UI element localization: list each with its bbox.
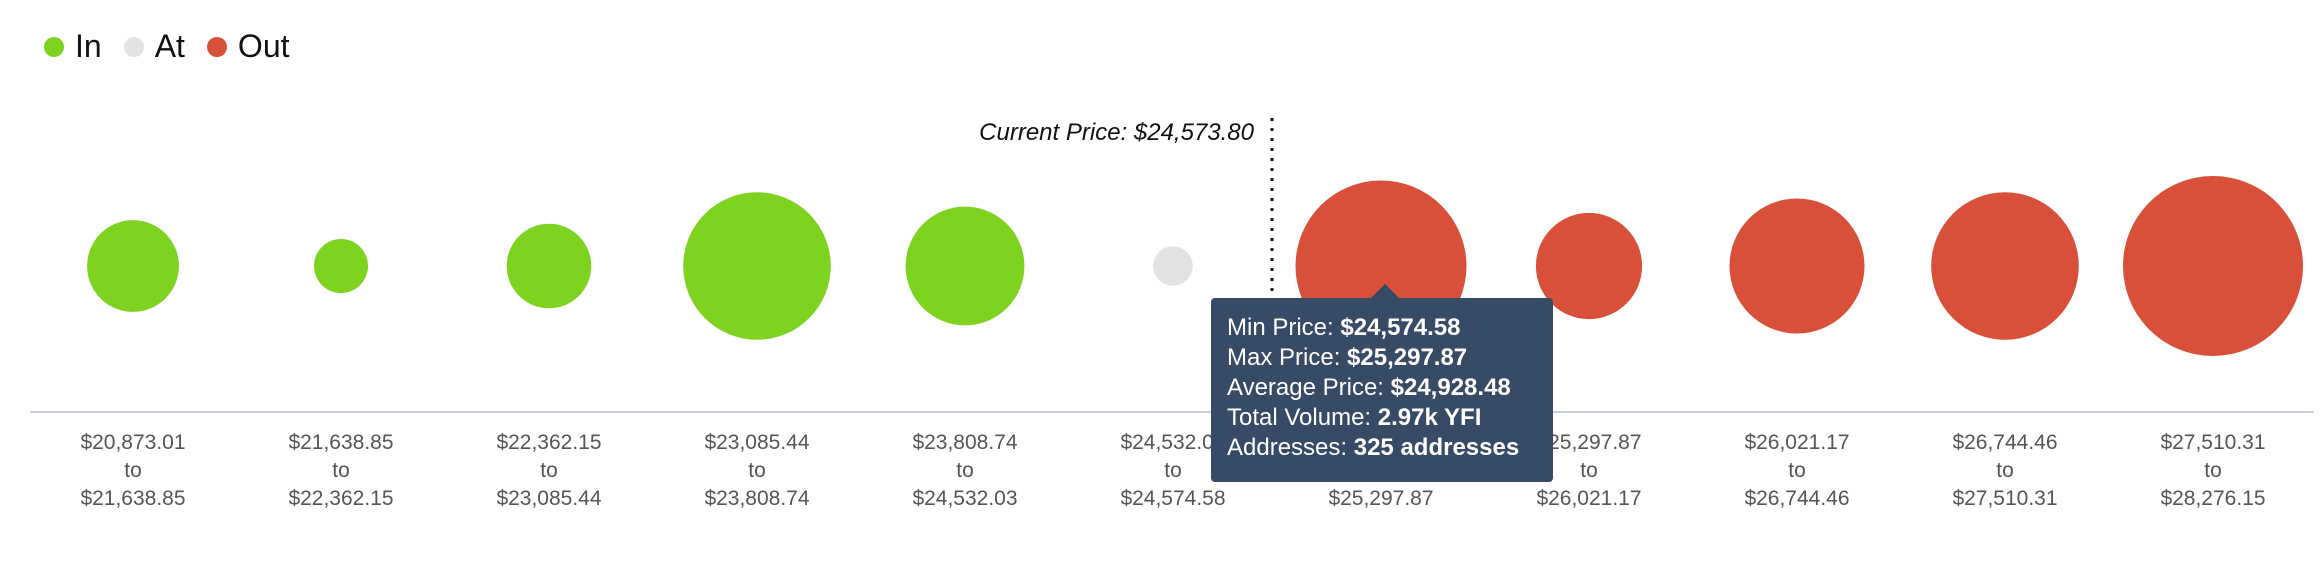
bubbles-group: [87, 176, 2303, 356]
tick-label-to: $27,510.31: [1952, 487, 2057, 510]
tick-labels-group: $20,873.01 to $21,638.85 $21,638.85 to $22,36…: [80, 431, 2265, 510]
tick-label-to: $26,021.17: [1536, 487, 1641, 510]
tick-label-from: $24,532.03: [1120, 431, 1225, 454]
current-price-label: Current Price: $24,573.80: [979, 119, 1254, 146]
bubble-out[interactable]: [1931, 192, 2079, 340]
tooltip-max-label: Max Price:: [1227, 344, 1348, 371]
tick-label-to-word: to: [2204, 459, 2222, 482]
tick-label-to: $24,574.58: [1120, 487, 1225, 510]
legend-label-in: In: [75, 28, 102, 64]
tick-label-to: $25,297.87: [1328, 487, 1433, 510]
tick-label-to-word: to: [1996, 459, 2014, 482]
bubble-out[interactable]: [1729, 198, 1865, 334]
legend-dot-at: [123, 36, 144, 57]
tooltip-avg-label: Average Price:: [1227, 374, 1391, 401]
tick-label-to: $22,362.15: [288, 487, 393, 510]
tick-label-from: $20,873.01: [80, 431, 185, 454]
legend: In At Out: [44, 28, 290, 65]
bubble-at[interactable]: [1153, 246, 1193, 286]
bubble-out[interactable]: [1535, 212, 1643, 320]
legend-item-in[interactable]: In: [44, 28, 102, 65]
tick-label-to-word: to: [1788, 459, 1806, 482]
bubble-in[interactable]: [905, 206, 1025, 326]
tooltip-avg-value: $24,928.48: [1390, 374, 1511, 401]
tooltip-addresses-label: Addresses:: [1227, 434, 1354, 461]
tick-label-to-word: to: [1580, 459, 1598, 482]
tick-label-from: $26,744.46: [1952, 431, 2057, 454]
legend-label-at: At: [154, 28, 185, 64]
tick-label-to-word: to: [956, 459, 974, 482]
tick-label-to: $21,638.85: [80, 487, 185, 510]
bubble-in[interactable]: [506, 223, 592, 309]
bubble-in[interactable]: [314, 239, 368, 293]
tick-label-to: $28,276.15: [2160, 487, 2265, 510]
tick-label-to: $23,085.44: [496, 487, 601, 510]
tooltip-avg-row: Average Price: $24,928.48: [1227, 373, 1537, 403]
tick-label-from: $25,297.87: [1536, 431, 1641, 454]
tooltip-volume-value: 2.97k YFI: [1377, 404, 1482, 431]
legend-dot-in: [44, 36, 64, 57]
tick-label-from: $26,021.17: [1744, 431, 1849, 454]
tick-label-from: $22,362.15: [496, 431, 601, 454]
tick-label-to: $26,744.46: [1744, 487, 1849, 510]
bubble-in[interactable]: [87, 220, 179, 312]
bubble-out[interactable]: [2123, 176, 2303, 356]
tooltip: Min Price: $24,574.58 Max Price: $25,297…: [1211, 284, 1553, 482]
bubble-in[interactable]: [683, 192, 831, 340]
tick-label-from: $27,510.31: [2160, 431, 2265, 454]
tooltip-volume-row: Total Volume: 2.97k YFI: [1227, 403, 1537, 433]
tick-label-to: $23,808.74: [704, 487, 809, 510]
legend-label-out: Out: [237, 28, 290, 64]
tooltip-min-row: Min Price: $24,574.58: [1227, 313, 1537, 343]
tooltip-addresses-value: 325 addresses: [1353, 434, 1520, 461]
tick-label-from: $23,808.74: [912, 431, 1017, 454]
tick-label-to-word: to: [124, 459, 142, 482]
legend-item-out[interactable]: Out: [206, 28, 290, 65]
tooltip-min-label: Min Price:: [1227, 314, 1341, 341]
tooltip-max-value: $25,297.87: [1347, 344, 1468, 371]
tooltip-max-row: Max Price: $25,297.87: [1227, 343, 1537, 373]
tooltip-volume-label: Total Volume:: [1227, 404, 1378, 431]
tick-label-from: $23,085.44: [704, 431, 809, 454]
tooltip-min-value: $24,574.58: [1340, 314, 1461, 341]
tick-label-to-word: to: [540, 459, 558, 482]
tick-label-to-word: to: [1164, 459, 1182, 482]
tick-label-to-word: to: [748, 459, 766, 482]
tick-label-from: $21,638.85: [288, 431, 393, 454]
tick-label-to-word: to: [332, 459, 350, 482]
tick-label-to: $24,532.03: [912, 487, 1017, 510]
legend-dot-out: [206, 36, 227, 57]
tooltip-addresses-row: Addresses: 325 addresses: [1227, 433, 1537, 463]
legend-item-at[interactable]: At: [123, 28, 185, 65]
